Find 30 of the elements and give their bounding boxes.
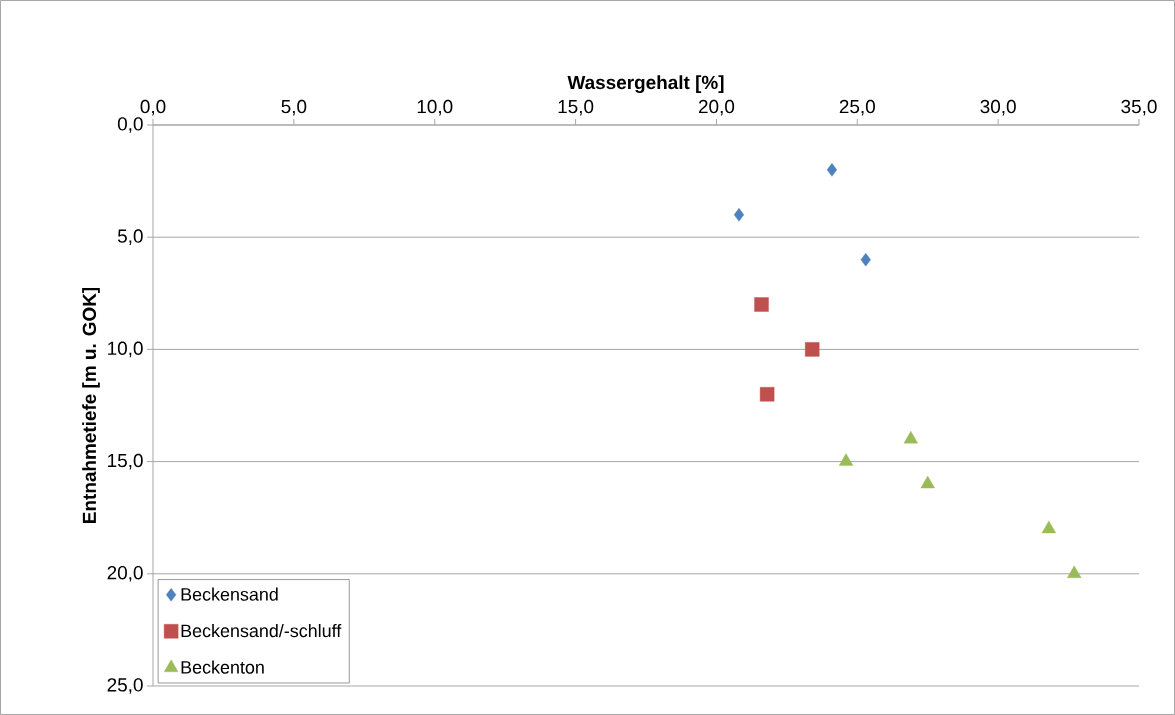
x-tick-label: 35,0 [1121, 99, 1157, 116]
x-axis-title: Wassergehalt [%] [567, 75, 724, 93]
y-tick-label: 10,0 [108, 341, 143, 358]
x-tick-label: 5,0 [281, 99, 307, 116]
legend-label: Beckenton [181, 660, 264, 674]
legend-label: Beckensand [181, 587, 278, 601]
point [903, 430, 918, 444]
point [759, 387, 775, 402]
point [1041, 520, 1056, 534]
y-tick-label: 25,0 [107, 678, 143, 694]
y-tick-label: 5,0 [117, 229, 143, 246]
point [826, 163, 838, 177]
y-tick-label: 15,0 [108, 453, 143, 470]
y-tick-label: 20,0 [107, 565, 143, 582]
y-tick-label: 0,0 [117, 117, 143, 133]
point [920, 475, 935, 489]
legend-label: Beckensand/-schluff [181, 624, 342, 638]
point [838, 453, 854, 466]
point [754, 297, 769, 312]
point [1067, 565, 1082, 578]
x-tick-label: 30,0 [980, 99, 1016, 116]
x-tick-label: 0,0 [140, 99, 166, 116]
point [805, 342, 820, 357]
x-tick-label: 25,0 [839, 99, 875, 116]
x-tick-label: 10,0 [417, 99, 453, 116]
x-tick-label: 15,0 [558, 99, 594, 116]
point [733, 208, 745, 222]
point [860, 252, 871, 267]
y-axis-title: Entnahmetiefe [m u. GOK] [82, 287, 100, 523]
x-tick-label: 20,0 [698, 99, 735, 116]
